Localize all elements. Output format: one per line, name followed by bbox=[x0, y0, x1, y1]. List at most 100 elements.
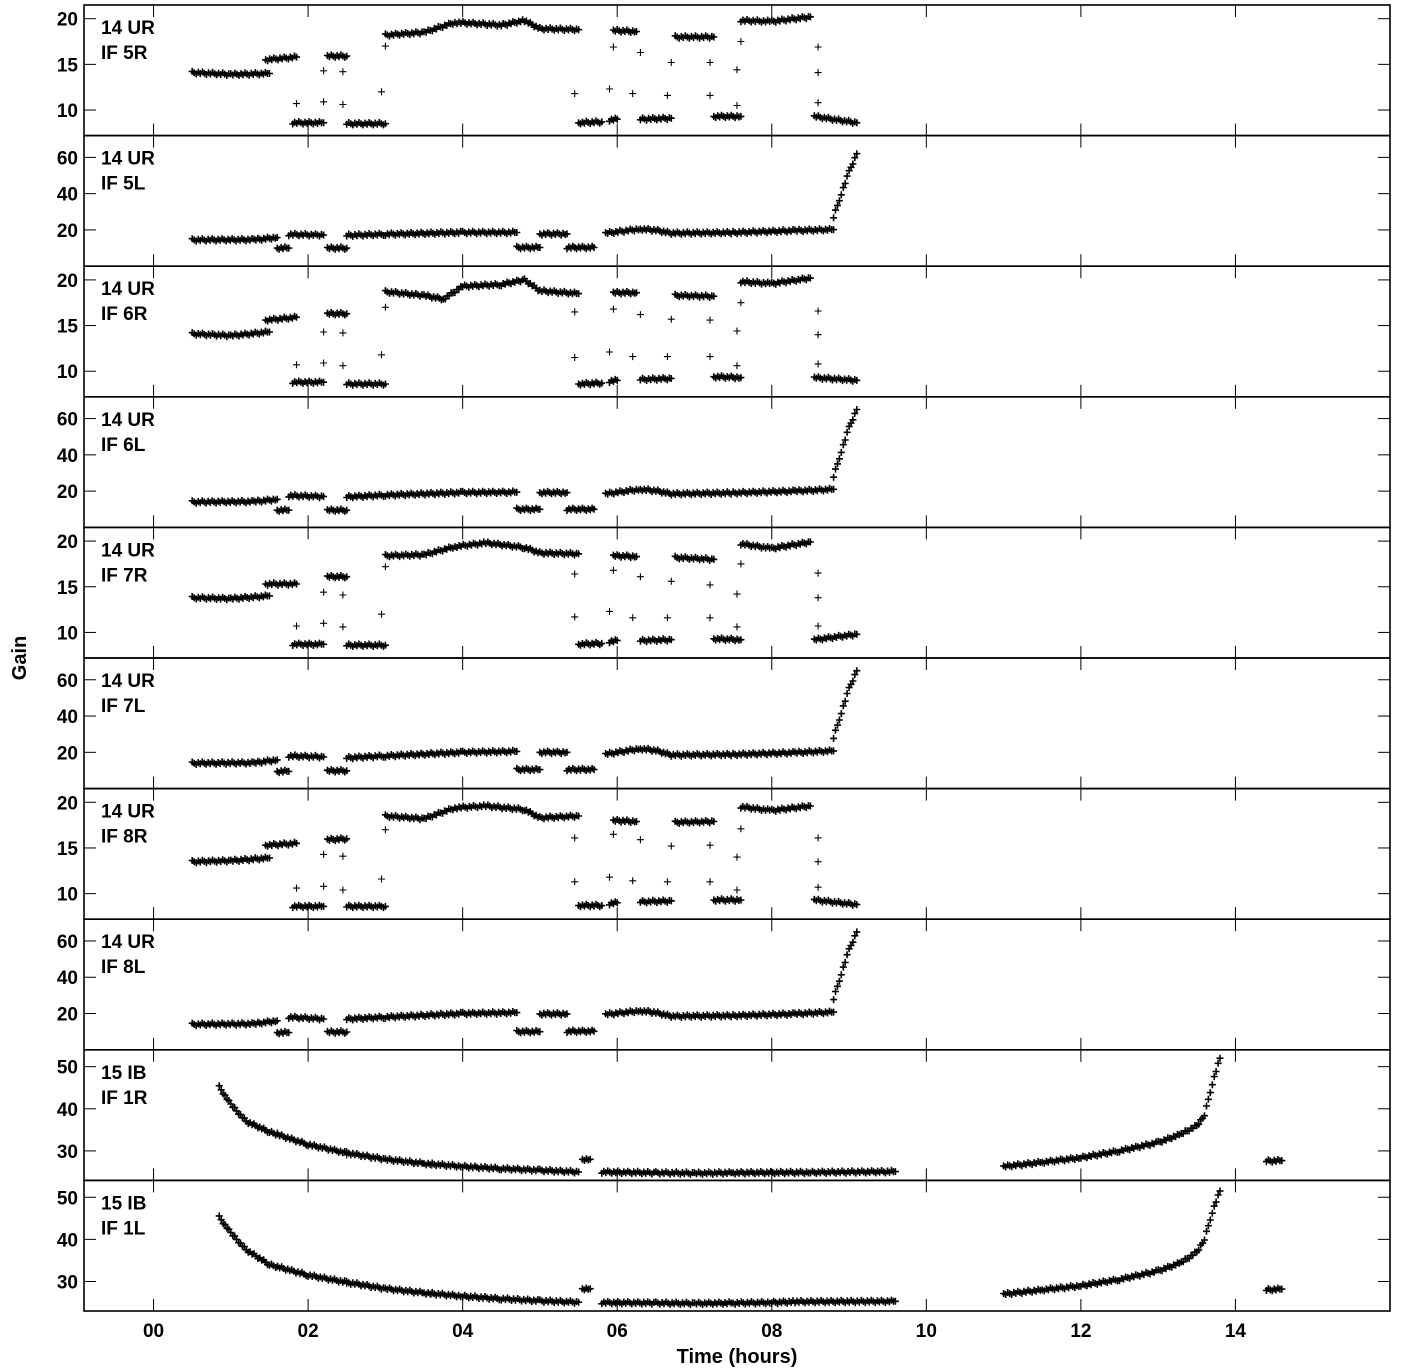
panel-5: 10 15 20 14 UR IF 7R bbox=[57, 526, 1391, 659]
data-point bbox=[339, 886, 347, 894]
data-point bbox=[571, 308, 579, 316]
y-tick-label: 10 bbox=[57, 362, 78, 383]
data-point bbox=[293, 884, 300, 892]
panel-label-if: IF 6R bbox=[101, 304, 148, 325]
data-series-segment bbox=[215, 1212, 583, 1307]
data-series-segment bbox=[536, 1009, 571, 1019]
data-series-segment bbox=[609, 816, 640, 826]
data-point bbox=[706, 353, 714, 361]
y-tick-label: 20 bbox=[57, 743, 78, 764]
data-point bbox=[320, 588, 328, 596]
panel-label-antenna: 14 UR bbox=[101, 410, 155, 431]
data-series-segment bbox=[606, 114, 621, 125]
panel-label-if: IF 7L bbox=[101, 696, 146, 717]
data-point bbox=[814, 360, 822, 368]
data-series-segment bbox=[513, 504, 544, 514]
data-series-segment bbox=[262, 838, 300, 850]
data-point bbox=[814, 331, 822, 339]
data-series-segment bbox=[285, 229, 328, 240]
y-tick-label: 20 bbox=[57, 532, 78, 553]
data-point bbox=[663, 878, 671, 886]
panel-3: 10 15 20 14 UR IF 6R bbox=[57, 265, 1391, 398]
data-point bbox=[320, 67, 328, 75]
data-series-segment bbox=[188, 67, 273, 79]
panel-10: 30 40 50 15 IB IF 1L bbox=[57, 1179, 1391, 1312]
y-tick-label: 10 bbox=[57, 885, 78, 906]
data-point bbox=[733, 362, 741, 370]
data-series-segment bbox=[289, 901, 328, 912]
data-series-segment bbox=[536, 487, 571, 498]
data-series-segment bbox=[602, 484, 838, 499]
y-tick-label: 40 bbox=[57, 185, 78, 206]
data-point bbox=[320, 359, 328, 367]
y-tick-label: 40 bbox=[57, 968, 78, 989]
data-point bbox=[667, 842, 675, 850]
data-series-segment bbox=[636, 374, 675, 384]
data-series-segment bbox=[578, 1284, 594, 1294]
data-point bbox=[733, 853, 741, 861]
data-point bbox=[733, 623, 741, 631]
data-series-segment bbox=[563, 764, 598, 775]
data-point bbox=[320, 619, 328, 627]
data-series-segment bbox=[606, 898, 621, 909]
data-point bbox=[706, 614, 714, 622]
x-tick-label: 14 bbox=[1225, 1321, 1247, 1342]
data-series-segment bbox=[513, 764, 544, 775]
data-series-segment bbox=[575, 378, 606, 389]
data-series-segment bbox=[602, 225, 838, 238]
y-tick-label: 40 bbox=[57, 1230, 78, 1251]
data-series-segment bbox=[563, 504, 598, 514]
data-series-segment bbox=[289, 377, 328, 387]
y-tick-label: 30 bbox=[57, 1273, 78, 1294]
data-series-segment bbox=[188, 327, 273, 341]
data-series-segment bbox=[536, 747, 571, 757]
panel-label-if: IF 8L bbox=[101, 957, 146, 978]
x-tick-label: 04 bbox=[452, 1321, 474, 1342]
data-point bbox=[320, 850, 328, 858]
data-point bbox=[339, 362, 347, 370]
data-point bbox=[571, 613, 579, 621]
data-point bbox=[378, 610, 385, 618]
data-point bbox=[706, 878, 714, 886]
data-series-segment bbox=[737, 13, 814, 26]
panel-4: 20 40 60 14 UR IF 6L bbox=[57, 395, 1391, 529]
panel-label-if: IF 6L bbox=[101, 435, 146, 456]
data-point bbox=[343, 1151, 351, 1159]
data-series-segment bbox=[273, 766, 293, 777]
y-tick-label: 20 bbox=[57, 10, 78, 31]
data-series-segment bbox=[609, 288, 640, 298]
panel-label-antenna: 14 UR bbox=[101, 540, 155, 561]
panel-label-antenna: 14 UR bbox=[101, 149, 155, 170]
data-series-segment bbox=[830, 150, 861, 222]
x-tick-label: 06 bbox=[607, 1321, 628, 1342]
panel-label-antenna: 14 UR bbox=[101, 671, 155, 692]
data-series-segment bbox=[710, 634, 745, 645]
data-series-segment bbox=[323, 505, 351, 515]
data-series-segment bbox=[285, 491, 328, 502]
data-series-segment bbox=[810, 895, 861, 909]
data-point bbox=[814, 622, 822, 630]
data-series-segment bbox=[513, 242, 544, 253]
y-tick-label: 20 bbox=[57, 1005, 78, 1026]
data-point bbox=[814, 883, 822, 891]
data-point bbox=[606, 607, 613, 615]
data-point bbox=[571, 834, 579, 842]
data-point bbox=[273, 1129, 281, 1137]
data-series-segment bbox=[830, 406, 861, 481]
panel-label-if: IF 7R bbox=[101, 565, 148, 586]
data-point bbox=[629, 353, 637, 361]
data-series-segment bbox=[289, 118, 328, 128]
data-series-segment bbox=[636, 113, 675, 124]
data-point bbox=[320, 328, 328, 336]
data-point bbox=[339, 591, 347, 599]
data-series-segment bbox=[285, 751, 328, 762]
data-point bbox=[636, 573, 644, 581]
data-series-segment bbox=[188, 495, 281, 507]
panel-7: 10 15 20 14 UR IF 8R bbox=[57, 787, 1391, 920]
data-series-segment bbox=[188, 591, 273, 604]
data-point bbox=[667, 577, 675, 585]
y-tick-label: 15 bbox=[57, 317, 79, 338]
y-tick-label: 60 bbox=[57, 932, 78, 953]
data-point bbox=[320, 882, 328, 890]
